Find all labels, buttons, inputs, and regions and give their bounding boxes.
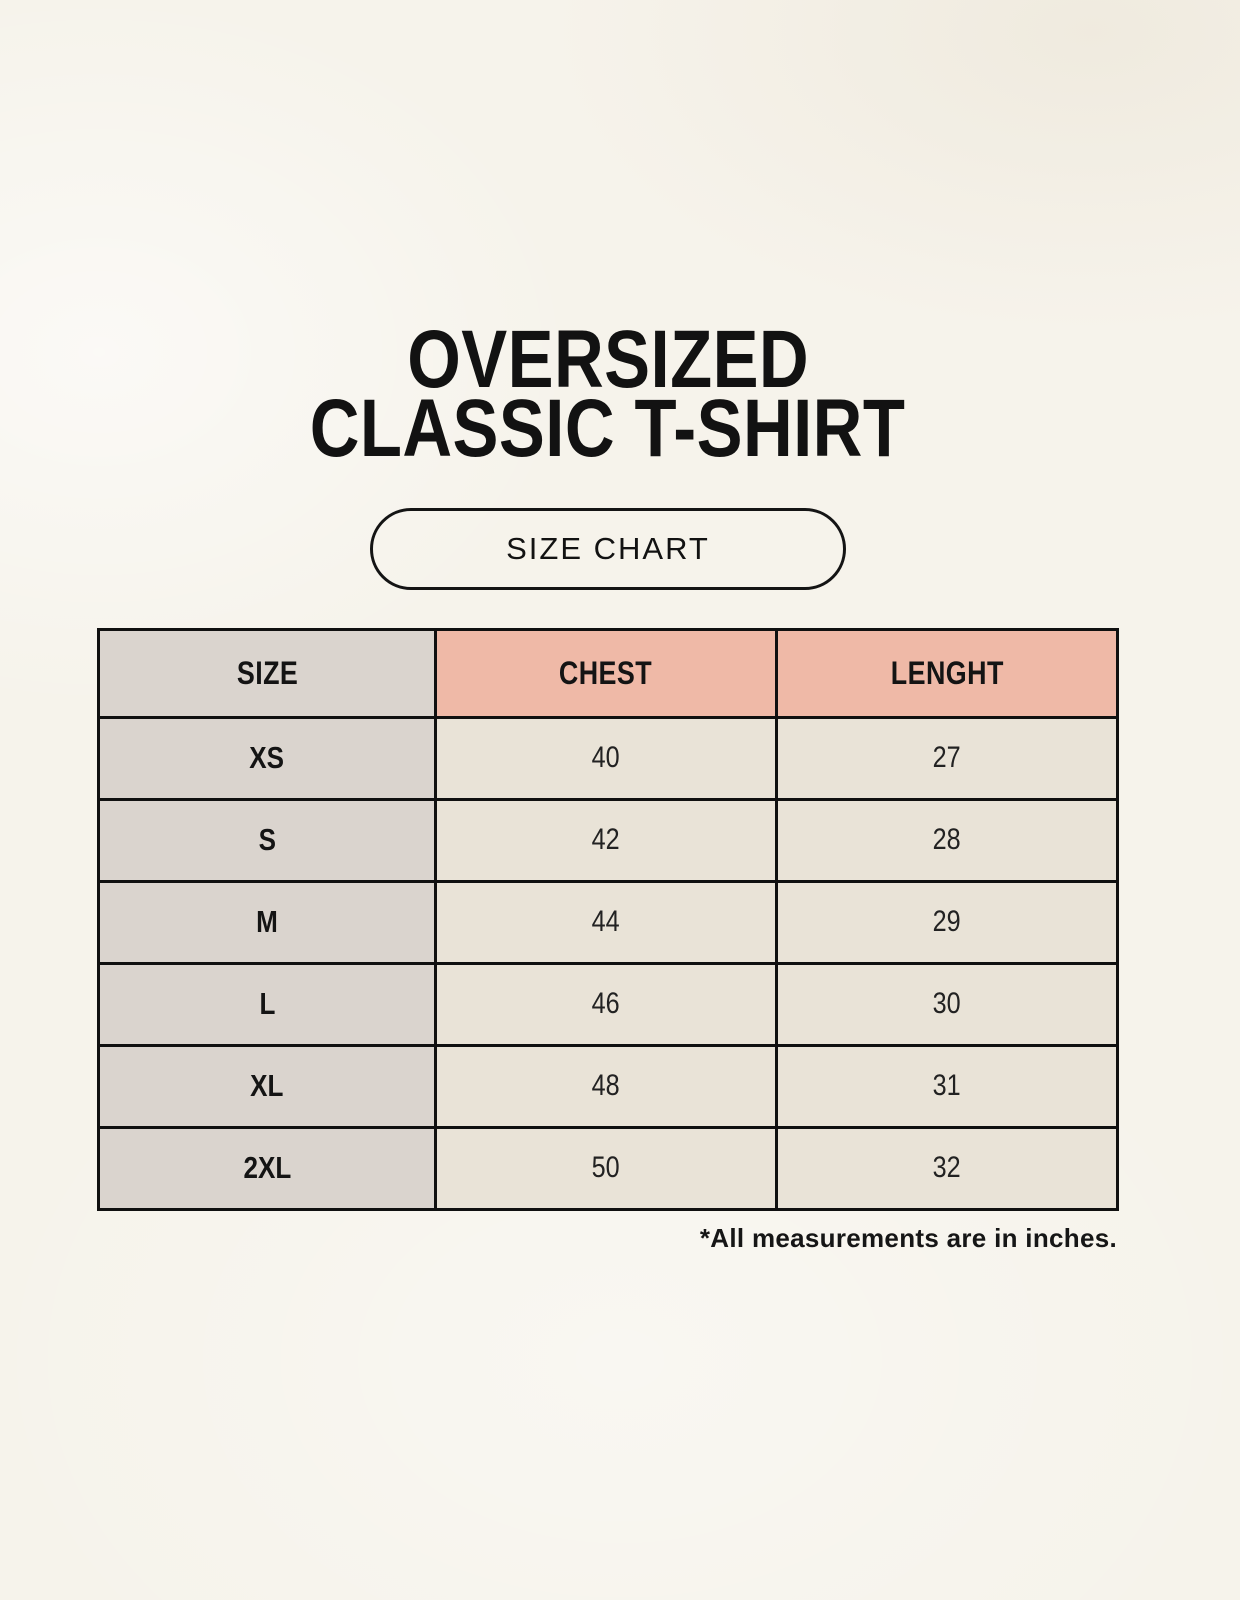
column-header-chest: CHEST xyxy=(434,627,778,719)
size-cell: L xyxy=(96,961,438,1047)
chest-cell: 48 xyxy=(434,1043,778,1129)
table-row-s: S 42 28 xyxy=(96,797,1120,883)
table-row-m: M 44 29 xyxy=(96,879,1120,965)
column-header-length: LENGHT xyxy=(774,627,1120,719)
size-chart-badge[interactable]: SIZE CHART xyxy=(370,507,846,590)
size-chart-page: OVERSIZED CLASSIC T-SHIRT SIZE CHART SIZ… xyxy=(96,0,1120,1254)
chest-cell: 40 xyxy=(434,715,778,801)
table-header-row: SIZE CHEST LENGHT xyxy=(96,627,1120,719)
title-line-2: CLASSIC T-SHIRT xyxy=(310,382,906,474)
size-chart-table: SIZE CHEST LENGHT XS 40 27 S 42 28 M 44 … xyxy=(96,627,1120,1211)
page-title: OVERSIZED CLASSIC T-SHIRT xyxy=(97,0,1119,474)
size-cell: 2XL xyxy=(96,1125,438,1211)
chest-cell: 44 xyxy=(434,879,778,965)
chest-cell: 50 xyxy=(434,1125,778,1211)
column-header-size: SIZE xyxy=(96,627,438,719)
chest-cell: 42 xyxy=(434,797,778,883)
table-row-xs: XS 40 27 xyxy=(96,715,1120,801)
length-cell: 28 xyxy=(774,797,1120,883)
size-cell: XL xyxy=(96,1043,438,1129)
length-cell: 27 xyxy=(774,715,1120,801)
table-row-xl: XL 48 31 xyxy=(96,1043,1120,1129)
measurements-note: *All measurements are in inches. xyxy=(699,1222,1117,1253)
size-cell: XS xyxy=(96,715,438,801)
size-cell: S xyxy=(96,797,438,883)
size-chart-badge-label: SIZE CHART xyxy=(506,530,710,566)
size-cell: M xyxy=(96,879,438,965)
length-cell: 32 xyxy=(774,1125,1120,1211)
table-row-l: L 46 30 xyxy=(96,961,1120,1047)
length-cell: 29 xyxy=(774,879,1120,965)
length-cell: 30 xyxy=(774,961,1120,1047)
chest-cell: 46 xyxy=(434,961,778,1047)
length-cell: 31 xyxy=(774,1043,1120,1129)
title-line-1: OVERSIZED xyxy=(407,314,809,405)
table-row-2xl: 2XL 50 32 xyxy=(96,1125,1120,1211)
